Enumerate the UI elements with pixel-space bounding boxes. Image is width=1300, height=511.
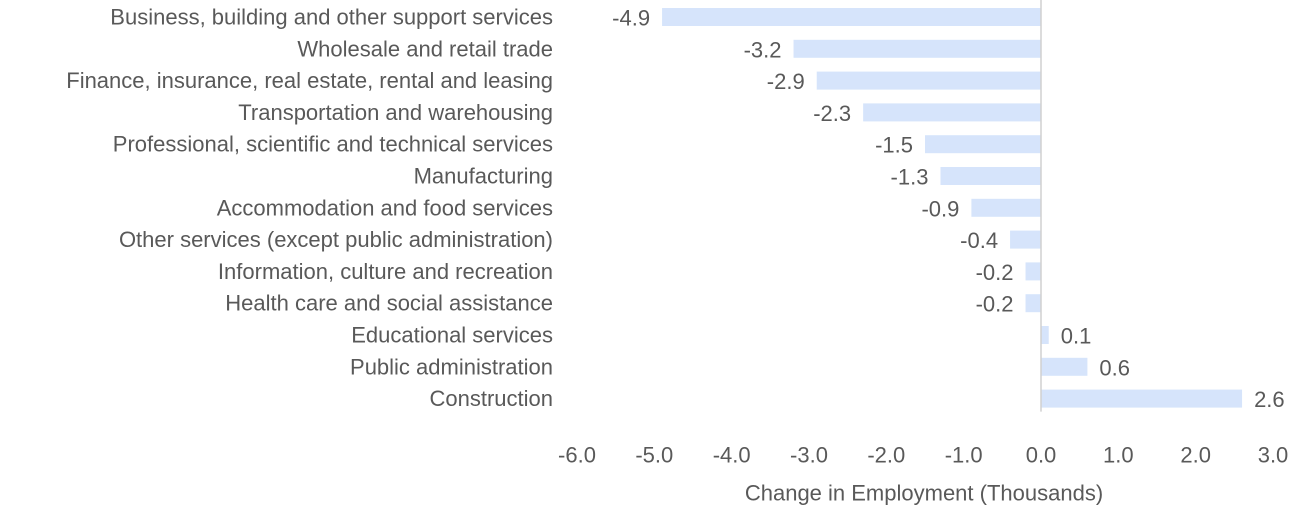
category-label: Educational services xyxy=(351,323,553,348)
value-label: -0.4 xyxy=(960,228,998,253)
value-label: -4.9 xyxy=(612,6,650,31)
x-tick-label: 2.0 xyxy=(1180,443,1211,468)
category-label: Wholesale and retail trade xyxy=(297,36,553,61)
category-label: Health care and social assistance xyxy=(225,291,553,316)
bar xyxy=(662,8,1041,26)
x-axis-ticks: -6.0 -5.0 -4.0 -3.0 -2.0 -1.0 0.0 1.0 2.0 3.0 xyxy=(558,443,1288,468)
bar xyxy=(1010,230,1041,249)
x-tick-label: -6.0 xyxy=(558,443,596,468)
category-label: Finance, insurance, real estate, rental … xyxy=(66,68,553,93)
x-axis-title: Change in Employment (Thousands) xyxy=(745,481,1103,506)
bar xyxy=(971,198,1041,217)
bar xyxy=(1025,294,1041,313)
bar xyxy=(1025,262,1041,281)
bar xyxy=(1041,389,1243,408)
x-tick-label: 0.0 xyxy=(1026,443,1057,468)
category-label: Public administration xyxy=(350,354,553,379)
value-labels: -4.9 -3.2 -2.9 -2.3 -1.5 -1.3 -0.9-0.4 -0.2 -0.2… xyxy=(612,6,1285,413)
x-tick-label: -5.0 xyxy=(635,443,673,468)
value-label: 0.1 xyxy=(1061,324,1092,349)
value-label: -1.5 xyxy=(875,133,913,158)
bar xyxy=(863,103,1041,122)
x-tick-label: -4.0 xyxy=(713,443,751,468)
x-tick-label: 3.0 xyxy=(1258,443,1289,468)
value-label: -3.2 xyxy=(744,37,782,62)
value-label: 0.6 xyxy=(1099,355,1130,380)
bar xyxy=(1041,357,1088,376)
category-label: Other services (except public administra… xyxy=(119,227,553,252)
category-label: Accommodation and food services xyxy=(217,195,553,220)
category-label: Business, building and other support ser… xyxy=(110,5,553,30)
bar xyxy=(793,39,1041,58)
category-label: Professional, scientific and technical s… xyxy=(113,132,553,157)
bars-layer xyxy=(662,8,1243,408)
x-tick-label: 1.0 xyxy=(1103,443,1134,468)
category-label: Manufacturing xyxy=(414,164,553,189)
category-label: Information, culture and recreation xyxy=(218,259,553,284)
value-label: -0.9 xyxy=(921,196,959,221)
value-label: -1.3 xyxy=(891,165,929,190)
value-label: -2.3 xyxy=(813,101,851,126)
value-label: 2.6 xyxy=(1254,387,1285,412)
bar xyxy=(816,71,1041,90)
x-tick-label: -3.0 xyxy=(790,443,828,468)
category-label: Transportation and warehousing xyxy=(238,100,553,125)
bar xyxy=(925,135,1041,154)
bar xyxy=(1041,326,1049,344)
value-label: -0.2 xyxy=(976,260,1014,285)
value-label: -2.9 xyxy=(767,69,805,94)
x-tick-label: -2.0 xyxy=(867,443,905,468)
x-tick-label: -1.0 xyxy=(945,443,983,468)
category-label: Construction xyxy=(429,386,553,411)
category-labels: Business, building and other support ser… xyxy=(66,5,553,412)
value-label: -0.2 xyxy=(976,292,1014,317)
bar xyxy=(940,167,1041,185)
